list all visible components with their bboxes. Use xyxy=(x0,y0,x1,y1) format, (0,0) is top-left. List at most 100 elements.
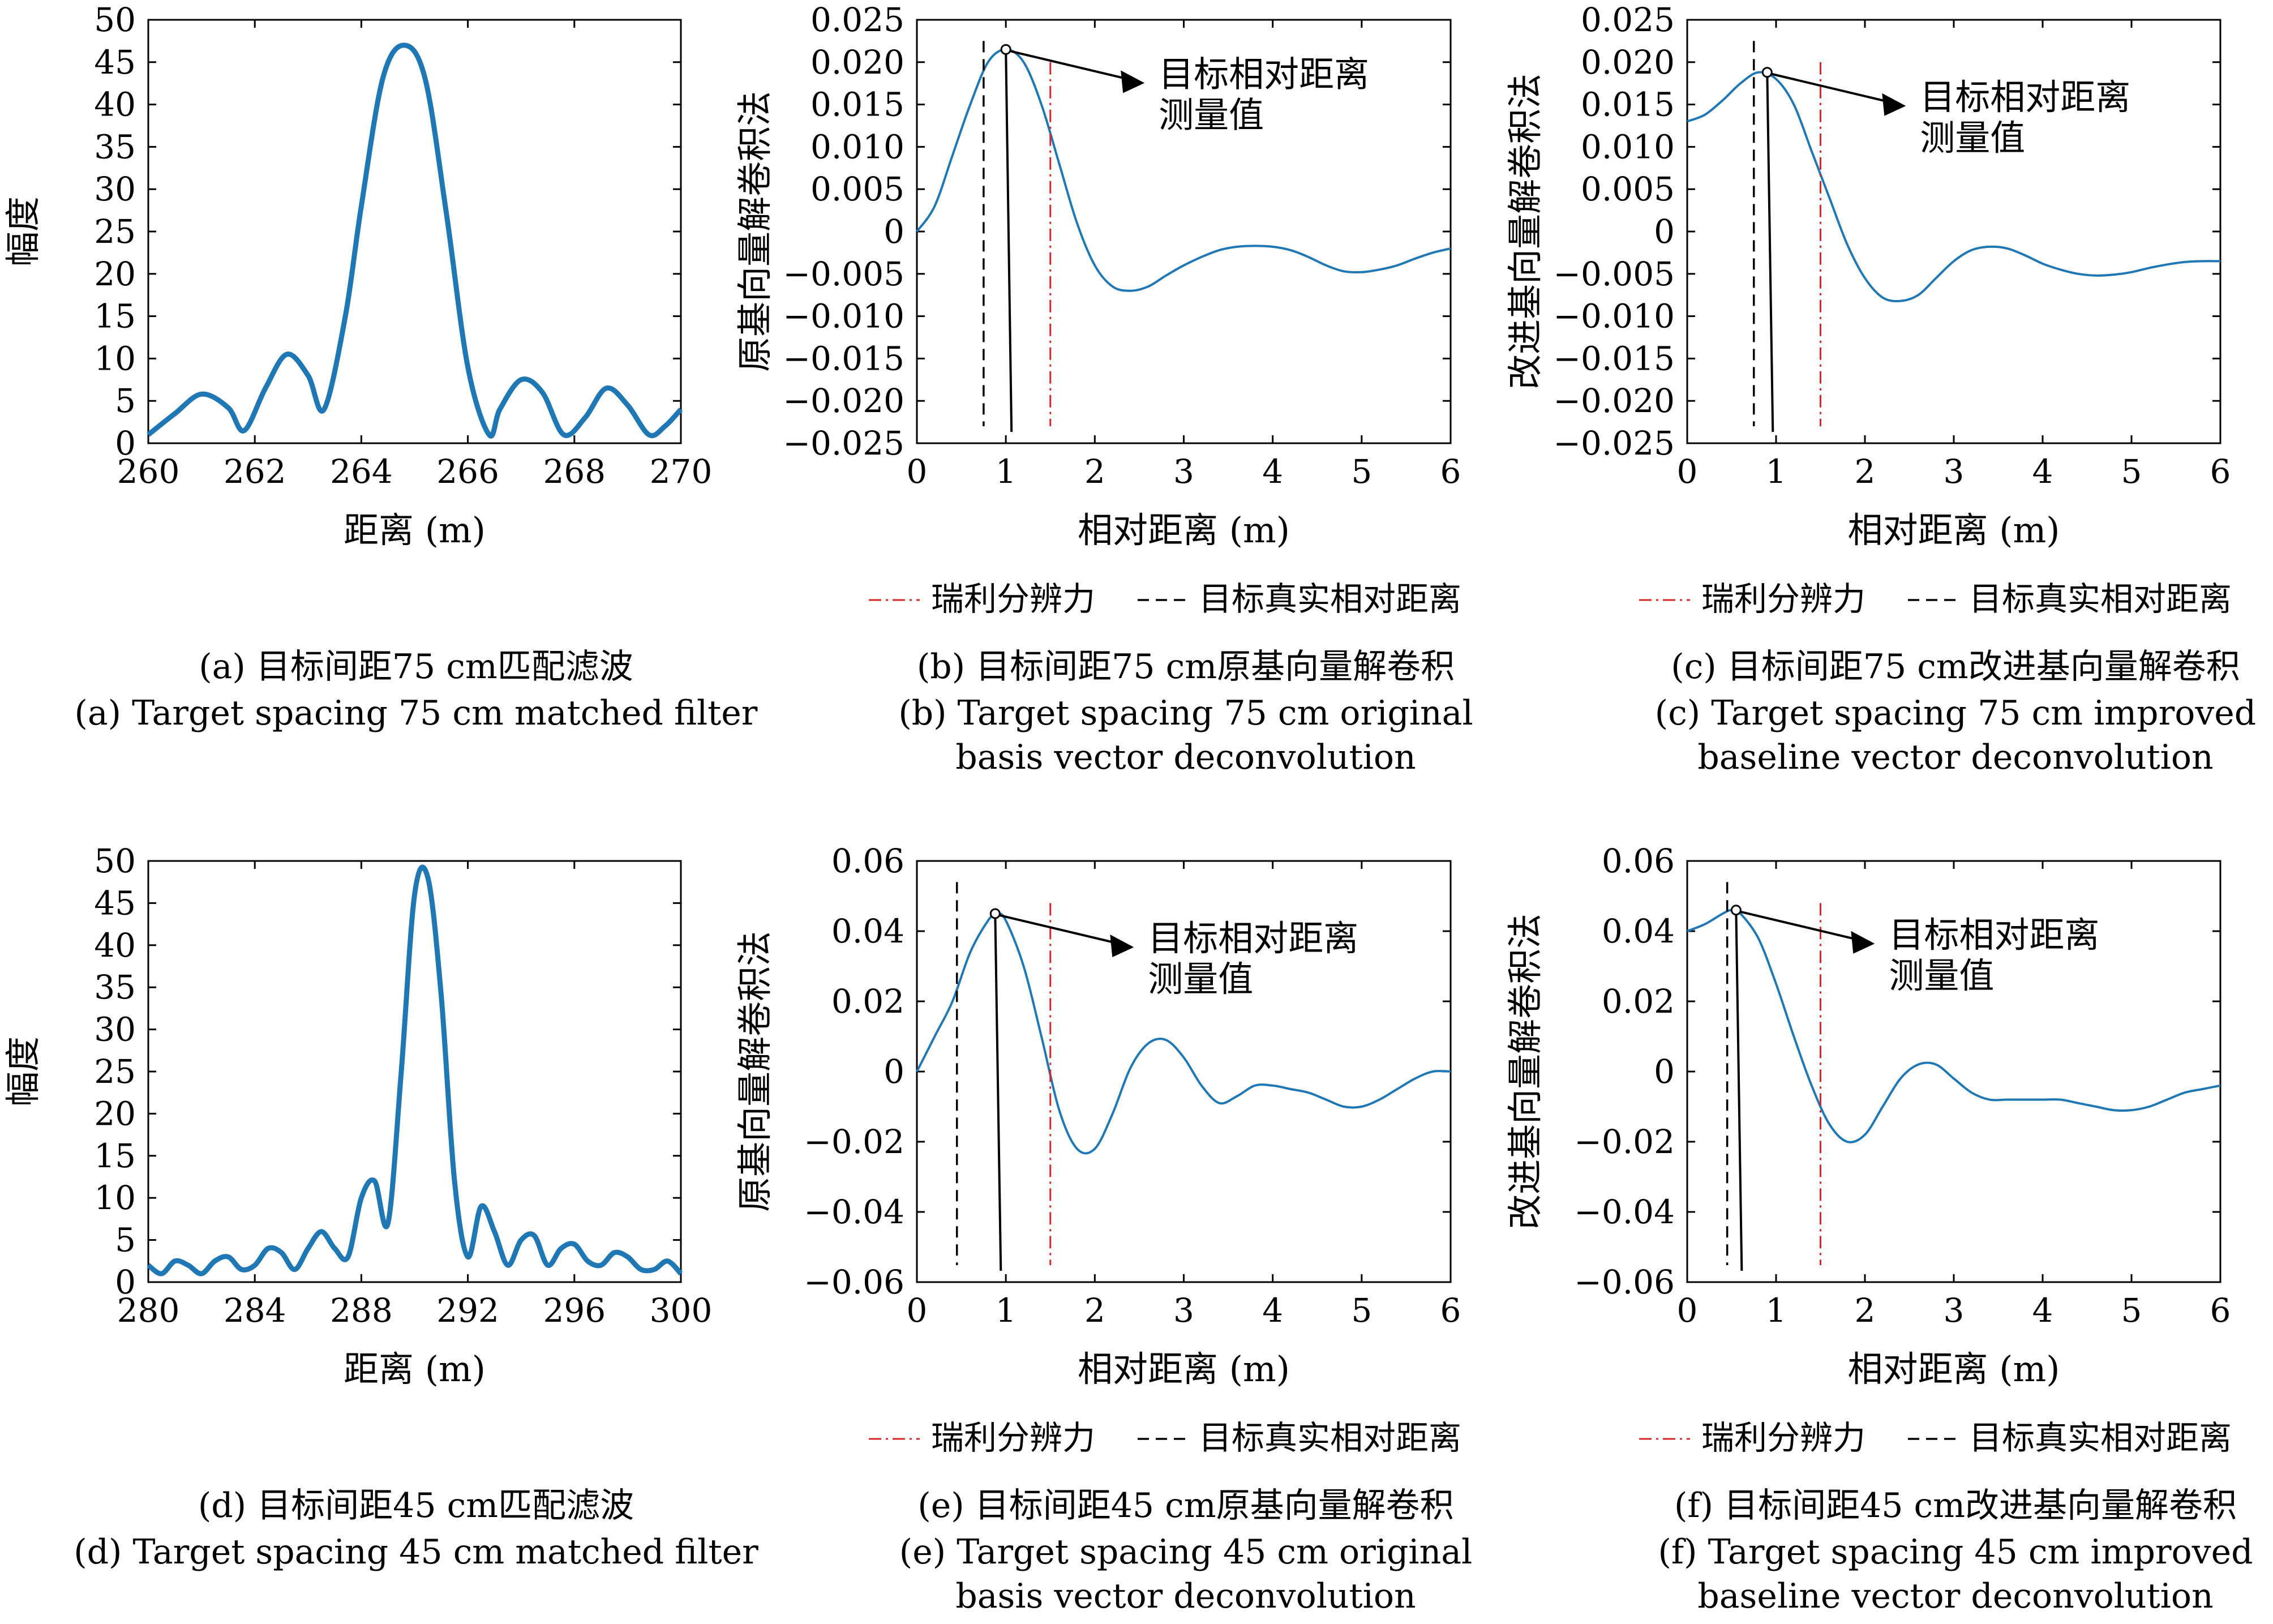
caption-cn: (c) 目标间距75 cm改进基向量解卷积 xyxy=(1671,647,2240,687)
y-tick-label: 45 xyxy=(94,43,136,82)
x-tick-label: 300 xyxy=(650,1291,713,1330)
y-tick-label: 10 xyxy=(94,339,136,378)
caption-en: (f) Target spacing 45 cm improved xyxy=(1658,1532,2253,1572)
y-tick-label: 5 xyxy=(115,382,136,420)
caption-cn: (e) 目标间距45 cm原基向量解卷积 xyxy=(917,1486,1453,1526)
x-tick-label: 296 xyxy=(543,1291,606,1330)
y-tick-label: 0.025 xyxy=(810,1,904,39)
y-tick-label: 25 xyxy=(94,212,136,251)
y-tick-label: 30 xyxy=(94,170,136,208)
x-tick-label: 6 xyxy=(1440,1291,1461,1330)
y-tick-label: 35 xyxy=(94,127,136,166)
y-axis-label: 原基向量解卷积法 xyxy=(734,931,775,1212)
x-tick-label: 3 xyxy=(1173,1291,1194,1330)
annotation-arrow xyxy=(1771,72,1886,102)
x-tick-label: 268 xyxy=(543,452,606,491)
y-tick-label: −0.020 xyxy=(1553,382,1675,420)
y-tick-label: 0.04 xyxy=(1602,912,1675,950)
annotation-label: 测量值 xyxy=(1159,94,1264,135)
y-tick-label: 0.06 xyxy=(1602,842,1675,880)
legend-true-label: 目标真实相对距离 xyxy=(1199,580,1461,618)
measured-marker xyxy=(989,908,1001,919)
y-tick-label: 0.02 xyxy=(831,982,904,1021)
caption-en: (e) Target spacing 45 cm original xyxy=(899,1532,1472,1572)
x-tick-label: 0 xyxy=(907,452,928,491)
x-axis-label: 相对距离 (m) xyxy=(1078,509,1290,551)
x-tick-label: 262 xyxy=(224,452,286,491)
y-tick-label: 5 xyxy=(115,1221,136,1259)
legend-true-label: 目标真实相对距离 xyxy=(1969,1419,2232,1457)
y-axis-label: 改进基向量解卷积法 xyxy=(1504,914,1546,1229)
legend-rayleigh-label: 瑞利分辨力 xyxy=(1701,1419,1865,1457)
x-tick-label: 1 xyxy=(996,1291,1017,1330)
y-tick-label: 15 xyxy=(94,297,136,336)
y-tick-label: −0.010 xyxy=(783,297,904,336)
series-line xyxy=(147,864,683,1276)
arrow-head xyxy=(1851,931,1875,954)
y-tick-label: 0 xyxy=(884,212,904,251)
y-tick-label: 20 xyxy=(94,255,136,293)
annotation-label: 目标相对距离 xyxy=(1889,914,2099,955)
legend-rayleigh-label: 瑞利分辨力 xyxy=(931,580,1095,618)
y-axis-label: 幅度 xyxy=(2,196,44,267)
y-tick-label: −0.04 xyxy=(804,1193,904,1231)
annotation-arrow xyxy=(1010,50,1125,80)
y-tick-label: 0.020 xyxy=(810,43,904,82)
y-tick-label: 0.005 xyxy=(810,170,904,208)
y-axis-label: 改进基向量解卷积法 xyxy=(1504,74,1546,389)
y-tick-label: −0.020 xyxy=(783,382,904,420)
x-tick-label: 6 xyxy=(2210,1291,2231,1330)
caption-cn: (b) 目标间距75 cm原基向量解卷积 xyxy=(917,647,1455,687)
x-tick-label: 2 xyxy=(1084,1291,1105,1330)
y-tick-label: 35 xyxy=(94,968,136,1006)
y-tick-label: 0.025 xyxy=(1581,1,1675,39)
y-tick-label: 0 xyxy=(115,1263,136,1301)
y-tick-label: −0.04 xyxy=(1574,1193,1675,1231)
x-tick-label: 4 xyxy=(1262,1291,1283,1330)
annotation-label: 目标相对距离 xyxy=(1920,76,2130,118)
y-axis-label: 幅度 xyxy=(2,1036,44,1107)
x-tick-label: 288 xyxy=(330,1291,393,1330)
series-line xyxy=(147,42,683,439)
caption-en: basis vector deconvolution xyxy=(955,1576,1416,1616)
caption-en: (b) Target spacing 75 cm original xyxy=(898,693,1473,733)
measured-marker xyxy=(1000,44,1011,55)
measured-marker xyxy=(1730,905,1742,916)
y-tick-label: −0.015 xyxy=(783,339,904,378)
arrow-head xyxy=(1121,70,1145,93)
x-tick-label: 284 xyxy=(224,1291,286,1330)
caption-en: baseline vector deconvolution xyxy=(1697,738,2213,777)
y-tick-label: −0.02 xyxy=(804,1122,904,1161)
legend-rayleigh-label: 瑞利分辨力 xyxy=(931,1419,1095,1457)
x-tick-label: 5 xyxy=(2121,452,2142,491)
y-tick-label: −0.06 xyxy=(1574,1263,1675,1301)
caption-en: basis vector deconvolution xyxy=(955,738,1416,777)
annotation-label: 目标相对距离 xyxy=(1148,918,1358,959)
plot-frame xyxy=(147,19,682,444)
x-tick-label: 2 xyxy=(1855,1291,1876,1330)
x-tick-label: 5 xyxy=(2121,1291,2142,1330)
y-tick-label: 0.015 xyxy=(1581,85,1675,124)
x-axis-label: 相对距离 (m) xyxy=(1848,1348,2060,1390)
y-tick-label: 0.04 xyxy=(831,912,904,950)
x-tick-label: 6 xyxy=(2210,452,2231,491)
x-tick-label: 2 xyxy=(1084,452,1105,491)
y-tick-label: 50 xyxy=(94,1,136,39)
arrow-head xyxy=(1110,935,1134,958)
measured-line xyxy=(994,913,1002,1271)
x-tick-label: 3 xyxy=(1944,452,1965,491)
legend-rayleigh-label: 瑞利分辨力 xyxy=(1701,580,1865,618)
arrow-head xyxy=(1882,93,1906,116)
y-tick-label: 10 xyxy=(94,1179,136,1217)
panel-c: 0 1 2 3 4 5 6 −0.025 −0.020 −0.015−0.010 −0.005 0 0.… xyxy=(1504,1,2256,777)
y-tick-label: 40 xyxy=(94,85,136,124)
caption-cn: (f) 目标间距45 cm改进基向量解卷积 xyxy=(1674,1486,2237,1526)
x-tick-label: 292 xyxy=(436,1291,499,1330)
x-tick-label: 264 xyxy=(330,452,393,491)
y-tick-label: 0.005 xyxy=(1581,170,1675,208)
y-tick-label: 0 xyxy=(1654,212,1675,251)
legend-true-label: 目标真实相对距离 xyxy=(1969,580,2232,618)
series-line xyxy=(1687,71,2221,302)
panel-a: 260 262 264 266 268 27005101520253035404550距离… xyxy=(2,1,758,733)
